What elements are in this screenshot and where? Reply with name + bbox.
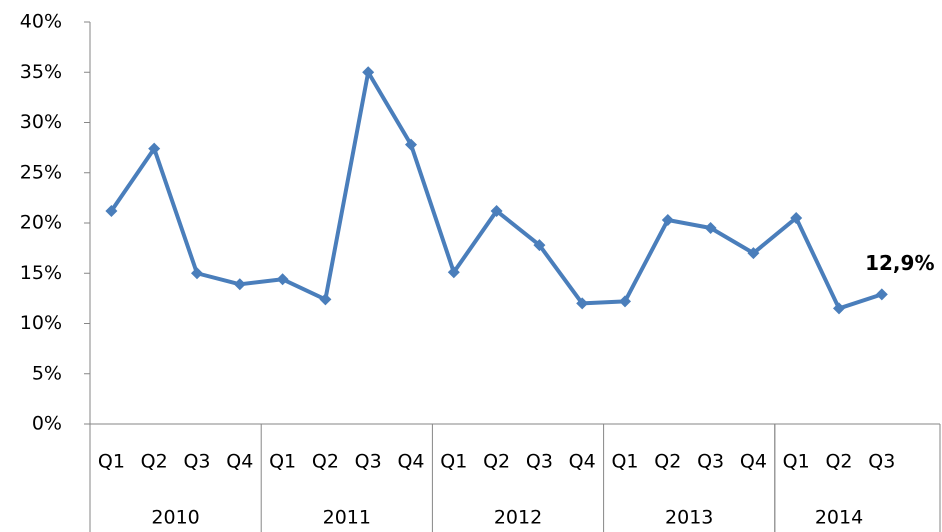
marker xyxy=(661,213,674,226)
y-tick-label: 0% xyxy=(32,413,62,435)
x-tick-label: Q3 xyxy=(355,451,382,473)
group-label: 2014 xyxy=(815,507,863,529)
group-label: 2012 xyxy=(494,507,542,529)
x-tick-label: Q1 xyxy=(98,451,125,473)
marker xyxy=(105,204,118,217)
y-tick-label: 25% xyxy=(20,161,62,183)
x-tick-label: Q2 xyxy=(483,451,510,473)
marker xyxy=(276,273,289,286)
x-tick-label: Q3 xyxy=(526,451,553,473)
y-tick-label: 10% xyxy=(20,312,62,334)
marker xyxy=(875,288,888,301)
line xyxy=(109,70,883,311)
x-tick-label: Q2 xyxy=(825,451,852,473)
x-tick-label: Q3 xyxy=(697,451,724,473)
x-tick-label: Q1 xyxy=(783,451,810,473)
marker xyxy=(191,267,203,280)
x-tick-label: Q4 xyxy=(569,451,596,473)
y-tick-label: 20% xyxy=(20,212,62,234)
marker xyxy=(790,211,803,224)
y-tick-label: 5% xyxy=(32,362,62,384)
marker xyxy=(362,66,375,79)
marker xyxy=(533,239,546,252)
x-tick-label: Q4 xyxy=(226,451,253,473)
x-tick-label: Q1 xyxy=(269,451,296,473)
y-tick-label: 15% xyxy=(20,262,62,284)
marker xyxy=(704,222,717,235)
marker xyxy=(148,142,161,155)
marker xyxy=(619,295,631,308)
marker xyxy=(490,204,503,217)
y-tick-label: 35% xyxy=(20,61,62,83)
marker xyxy=(405,138,417,151)
x-tick-label: Q2 xyxy=(312,451,339,473)
marker xyxy=(576,297,589,310)
y-tick-label: 40% xyxy=(20,11,62,33)
x-tick-label: Q4 xyxy=(397,451,424,473)
group-label: 2011 xyxy=(323,507,371,529)
x-tick-label: Q1 xyxy=(611,451,638,473)
marker xyxy=(833,302,845,315)
x-tick-label: Q3 xyxy=(183,451,210,473)
group-label: 2010 xyxy=(151,507,199,529)
x-tick-label: Q1 xyxy=(440,451,467,473)
marker xyxy=(447,266,460,279)
x-tick-label: Q4 xyxy=(740,451,767,473)
marker xyxy=(319,293,332,306)
x-tick-label: Q3 xyxy=(868,451,895,473)
marker xyxy=(233,278,246,291)
value-label: 12,9% xyxy=(865,251,934,275)
marker xyxy=(747,247,760,260)
x-tick-label: Q2 xyxy=(654,451,681,473)
x-tick-label: Q2 xyxy=(141,451,168,473)
y-tick-label: 30% xyxy=(20,111,62,133)
group-label: 2013 xyxy=(665,507,713,529)
